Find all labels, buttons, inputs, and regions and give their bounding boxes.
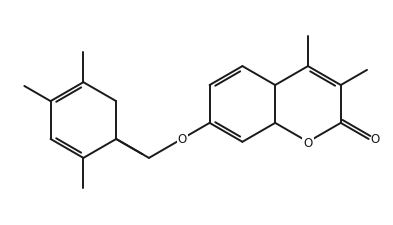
Text: O: O <box>303 136 312 149</box>
Text: O: O <box>371 133 380 146</box>
Text: O: O <box>178 133 187 146</box>
